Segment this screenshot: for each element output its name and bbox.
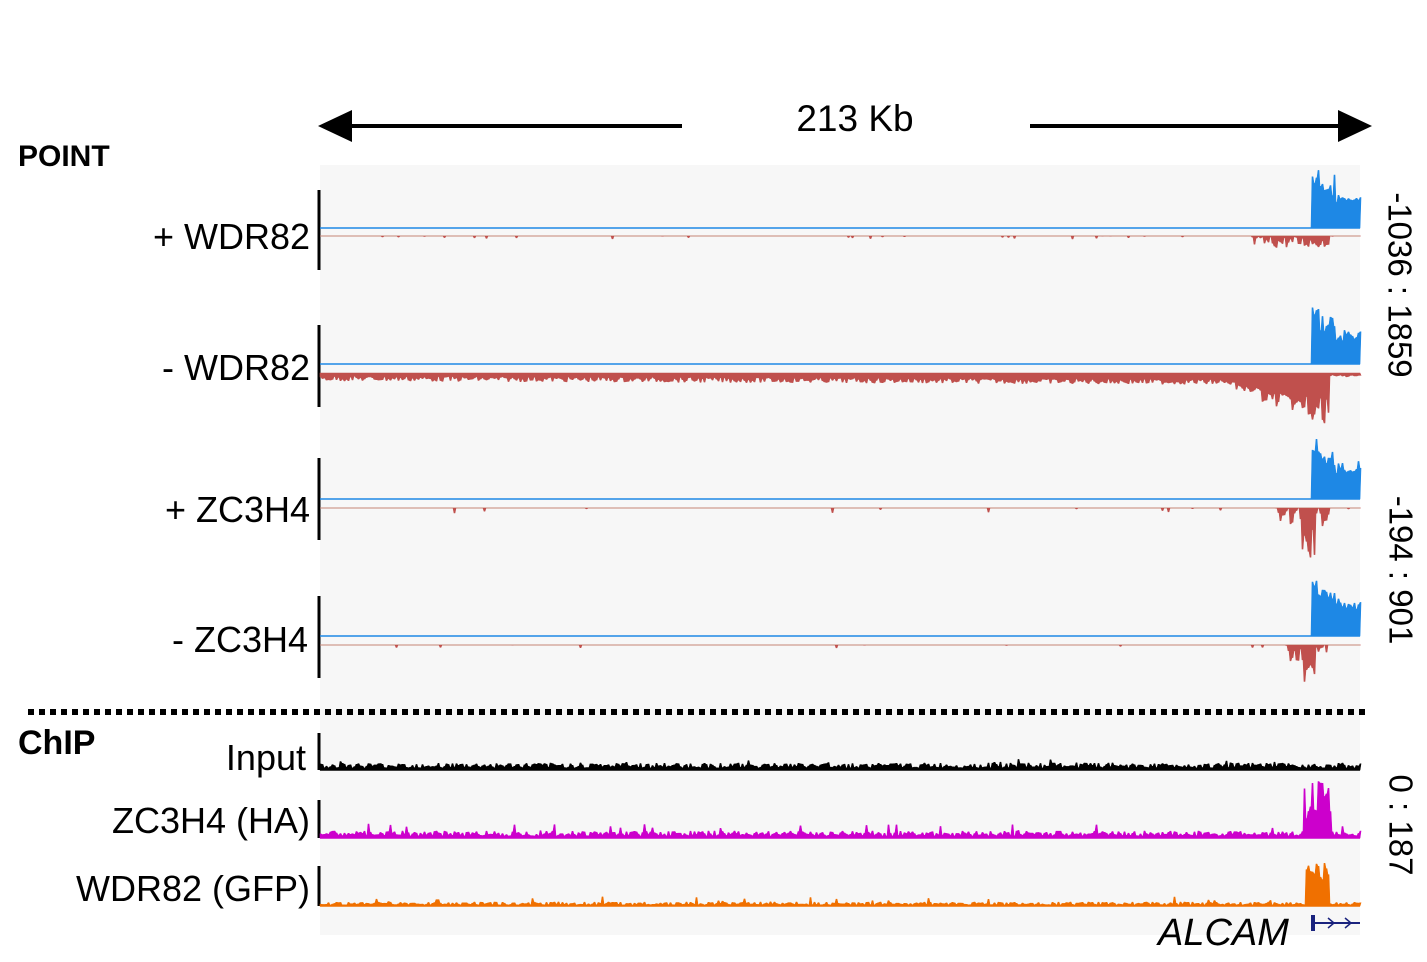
signal-zc3h4-ha bbox=[319, 781, 1362, 839]
signal-minus-zc3h4-forward bbox=[320, 580, 1362, 637]
gene-model-arrow bbox=[1327, 917, 1336, 929]
signal-minus-zc3h4-reverse bbox=[320, 644, 1361, 682]
signal-input bbox=[319, 759, 1362, 771]
signal-plus-zc3h4-forward bbox=[320, 438, 1362, 500]
track-label-zc3h4-ha: ZC3H4 (HA) bbox=[111, 800, 310, 841]
gene-label-alcam: ALCAM bbox=[1158, 912, 1289, 954]
scale-range-chip: 0 : 187 bbox=[1382, 774, 1420, 876]
gene-model-arrow bbox=[1344, 917, 1353, 929]
scale-range-wdr82: -1036 : 1859 bbox=[1382, 192, 1420, 378]
scale-arrow-right-head bbox=[1338, 110, 1372, 142]
point-section-title: POINT bbox=[18, 140, 110, 173]
signal-plus-wdr82-reverse bbox=[320, 235, 1361, 248]
scale-range-zc3h4: -194 : 901 bbox=[1382, 495, 1419, 645]
track-label-plus-zc3h4: + ZC3H4 bbox=[164, 489, 310, 530]
chip-section-title: ChIP bbox=[18, 724, 96, 762]
signal-minus-wdr82-reverse bbox=[319, 372, 1362, 424]
signal-plus-wdr82-forward bbox=[320, 170, 1362, 229]
track-label-input: Input bbox=[225, 737, 306, 778]
scale-bar-label: 213 Kb bbox=[796, 98, 914, 139]
signal-minus-wdr82-forward bbox=[320, 307, 1362, 365]
track-label-plus-wdr82: + WDR82 bbox=[152, 216, 310, 257]
track-panel-background bbox=[320, 165, 1360, 935]
track-label-minus-zc3h4: - ZC3H4 bbox=[171, 619, 308, 660]
scale-arrow-left-head bbox=[318, 110, 352, 142]
signal-plus-zc3h4-reverse bbox=[320, 507, 1361, 558]
track-label-minus-wdr82: - WDR82 bbox=[161, 347, 310, 388]
signal-wdr82-gfp bbox=[319, 862, 1362, 907]
track-label-wdr82-gfp: WDR82 (GFP) bbox=[76, 868, 310, 909]
